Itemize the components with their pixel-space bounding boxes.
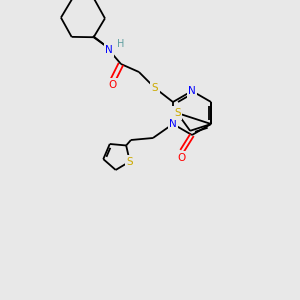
- Text: S: S: [174, 108, 181, 118]
- Text: O: O: [109, 80, 117, 90]
- Text: O: O: [177, 153, 185, 163]
- Text: S: S: [127, 157, 133, 166]
- Text: N: N: [105, 45, 113, 55]
- Text: H: H: [117, 39, 124, 49]
- Text: N: N: [169, 119, 177, 129]
- Text: S: S: [152, 83, 158, 93]
- Text: N: N: [188, 86, 196, 96]
